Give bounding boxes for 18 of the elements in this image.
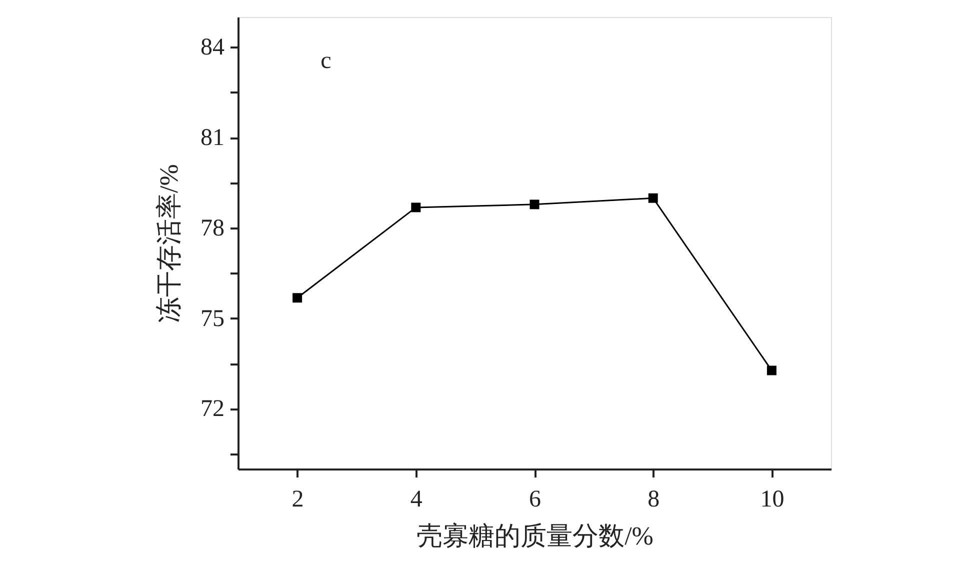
y-tick-label: 72 bbox=[200, 396, 224, 422]
y-tick-label: 81 bbox=[200, 125, 224, 152]
y-tick-label: 84 bbox=[200, 34, 224, 61]
x-tick-label: 6 bbox=[529, 486, 541, 512]
point bbox=[292, 293, 302, 303]
point bbox=[530, 200, 540, 210]
point bbox=[766, 366, 776, 376]
point bbox=[411, 202, 421, 212]
point bbox=[648, 193, 658, 203]
annotation: c bbox=[320, 48, 332, 74]
x-tick-label: 10 bbox=[760, 486, 784, 512]
x-tick-label: 2 bbox=[292, 486, 304, 512]
x-tick-label: 8 bbox=[648, 486, 660, 512]
x-axis-title: 壳寡糖的质量分数/% bbox=[416, 522, 654, 550]
y-tick-label: 78 bbox=[200, 215, 224, 242]
y-axis-title: 冻干存活率/% bbox=[154, 164, 184, 323]
y-tick-label: 75 bbox=[200, 306, 224, 332]
x-tick-label: 4 bbox=[410, 486, 422, 512]
